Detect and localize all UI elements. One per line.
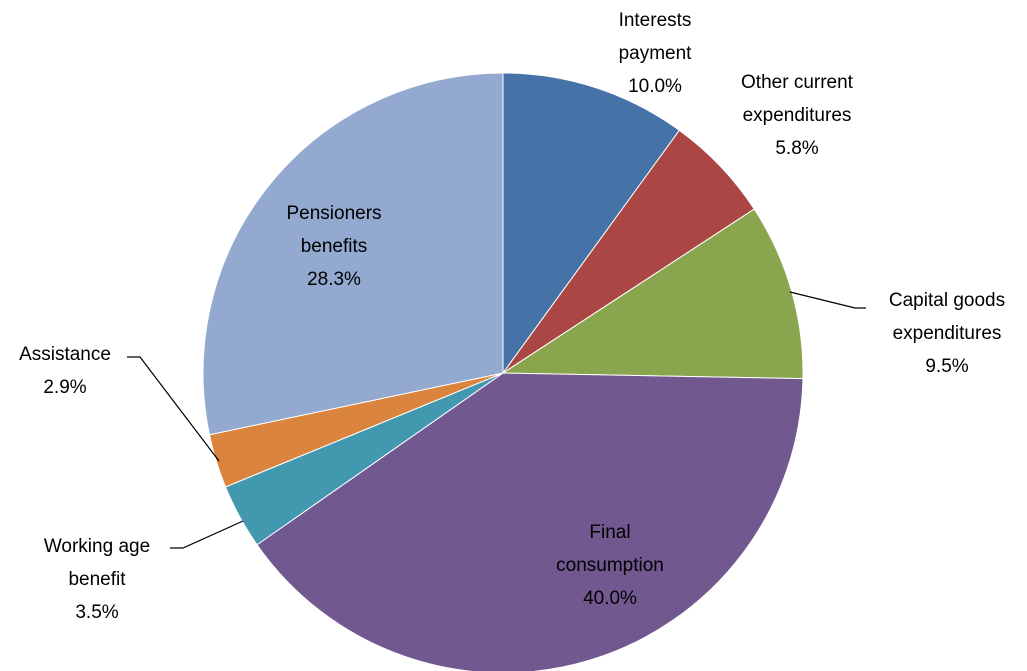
leader-line — [127, 356, 220, 462]
slice-label: Working age benefit 3.5% — [22, 530, 172, 629]
value-label: 10.0% — [628, 76, 682, 97]
pie-slice — [256, 372, 804, 671]
category-label: Other current expenditures — [741, 72, 853, 126]
slice-label: Interests payment 10.0% — [600, 4, 710, 103]
category-label: Assistance — [19, 344, 111, 365]
value-label: 40.0% — [583, 588, 637, 609]
value-label: 5.8% — [775, 138, 819, 159]
category-label: Final consumption — [556, 522, 664, 576]
value-label: 9.5% — [925, 356, 969, 377]
slice-label: Capital goods expenditures 9.5% — [872, 284, 1022, 383]
category-label: Capital goods expenditures — [888, 290, 1006, 344]
pie-slice — [502, 72, 681, 375]
slice-label: Pensioners benefits 28.3% — [274, 197, 394, 296]
pie-slice — [202, 72, 504, 436]
category-label: Pensioners benefits — [286, 203, 382, 257]
leader-line — [789, 291, 866, 309]
slice-label: Other current expenditures 5.8% — [722, 66, 872, 165]
pie-slice — [501, 208, 804, 380]
category-label: Interests payment — [618, 10, 692, 64]
value-label: 2.9% — [43, 377, 87, 398]
value-label: 28.3% — [307, 269, 361, 290]
slice-label: Assistance 2.9% — [5, 338, 125, 404]
leader-line — [170, 520, 244, 549]
category-label: Working age benefit — [43, 536, 151, 590]
slice-label: Final consumption 40.0% — [545, 516, 675, 615]
value-label: 3.5% — [75, 602, 119, 623]
